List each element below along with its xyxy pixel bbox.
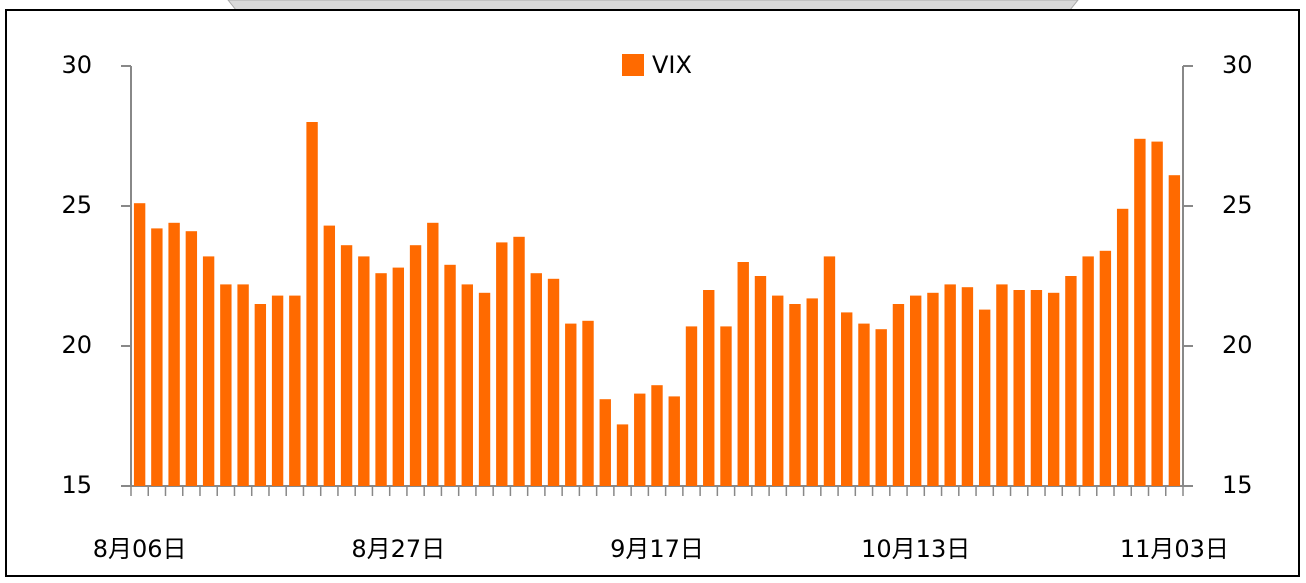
y2-tick-label: 15	[1222, 471, 1253, 499]
bar	[1168, 175, 1181, 486]
y-tick-label: 25	[61, 191, 92, 219]
bar	[978, 309, 991, 486]
bar	[392, 267, 405, 486]
bar	[547, 278, 560, 486]
bar	[168, 222, 180, 487]
bar	[1151, 141, 1163, 486]
bar	[565, 323, 577, 486]
bar	[1116, 208, 1129, 487]
bar	[909, 295, 922, 486]
bar	[823, 256, 836, 486]
legend-label: VIX	[652, 51, 692, 79]
bar	[651, 385, 663, 486]
y2-tick-label: 30	[1222, 51, 1253, 79]
bar	[323, 225, 336, 486]
y-tick-label: 20	[61, 331, 92, 359]
bar	[1065, 276, 1077, 486]
x-tick-label: 8月27日	[351, 535, 445, 563]
bar	[944, 284, 956, 486]
bar	[582, 320, 594, 486]
x-tick-label: 11月03日	[1120, 535, 1229, 563]
bar	[202, 256, 215, 486]
x-tick-label: 9月17日	[610, 535, 704, 563]
bar	[496, 242, 508, 486]
bar	[133, 203, 146, 486]
legend-swatch	[622, 54, 644, 76]
bar	[772, 295, 784, 486]
bar	[1134, 138, 1146, 487]
bar	[306, 122, 318, 486]
bar	[427, 222, 439, 487]
bar	[841, 312, 853, 486]
x-tick-label: 10月13日	[861, 535, 970, 563]
bar	[271, 295, 284, 486]
bar	[444, 264, 456, 486]
bar	[237, 284, 249, 486]
bar	[185, 231, 198, 486]
bar	[875, 329, 887, 486]
bar	[289, 295, 301, 486]
y2-tick-label: 20	[1222, 331, 1253, 359]
bar	[892, 304, 905, 486]
bar	[961, 287, 974, 486]
bar	[1082, 256, 1094, 486]
bar	[530, 273, 542, 486]
bar	[375, 273, 387, 486]
bar	[685, 326, 698, 486]
bar	[996, 284, 1008, 486]
bar	[1047, 292, 1060, 486]
bar	[513, 236, 525, 486]
y-tick-label: 15	[61, 471, 92, 499]
bar	[1013, 290, 1025, 486]
bar	[806, 298, 818, 486]
bar	[478, 292, 491, 486]
bar	[634, 393, 646, 486]
bar	[461, 284, 473, 486]
bar	[254, 304, 267, 486]
bar	[220, 284, 232, 486]
bar	[858, 323, 870, 486]
y2-tick-label: 25	[1222, 191, 1253, 219]
bar	[358, 256, 370, 486]
bar	[703, 290, 715, 486]
bar	[599, 399, 611, 486]
bar	[340, 245, 353, 486]
bar	[151, 228, 163, 486]
frame	[5, 9, 1300, 577]
bar	[668, 396, 680, 486]
bar	[789, 304, 801, 486]
y-tick-label: 30	[61, 51, 92, 79]
bar	[737, 262, 749, 486]
x-tick-label: 8月06日	[93, 535, 187, 563]
bar	[754, 276, 767, 486]
bar	[409, 245, 422, 486]
bar	[1030, 290, 1043, 486]
bar	[1099, 250, 1112, 486]
bar	[616, 424, 629, 486]
bar	[927, 292, 939, 486]
top-tab	[227, 0, 1079, 11]
bar	[720, 326, 732, 486]
